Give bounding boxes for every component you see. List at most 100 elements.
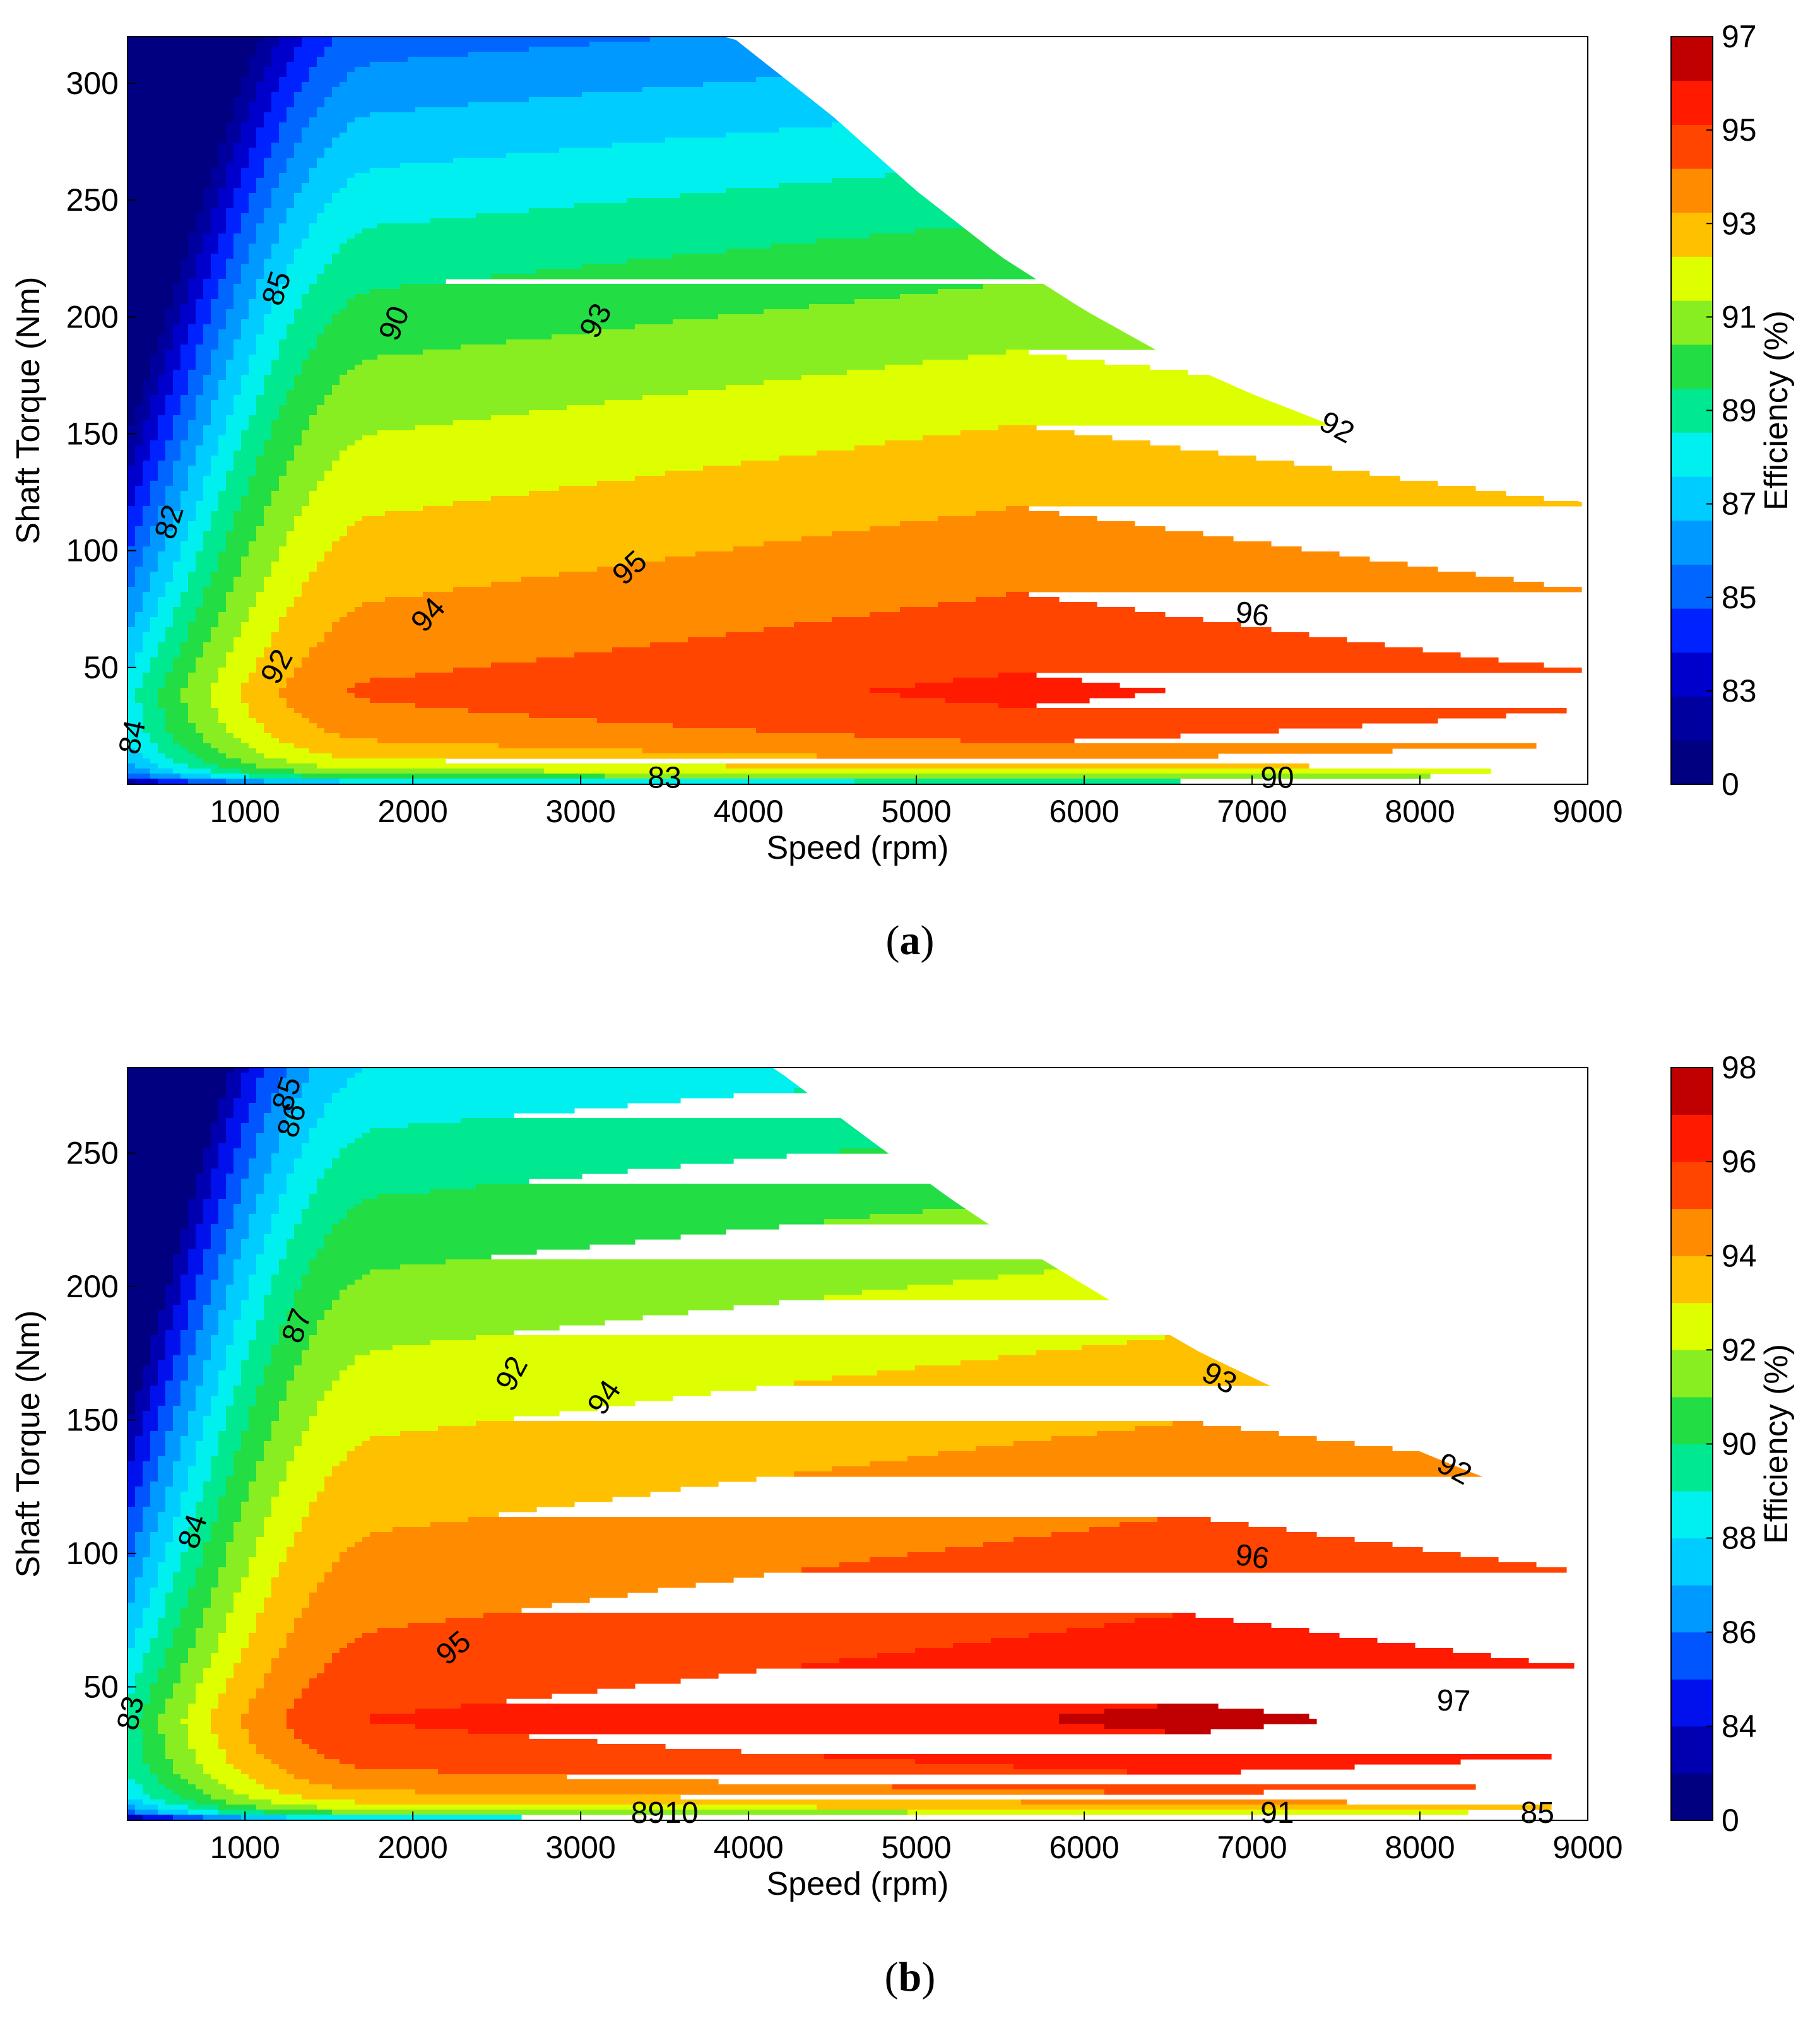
colorbar-segment xyxy=(1671,212,1713,257)
colorbar-segment xyxy=(1671,1068,1713,1116)
colorbar-segment xyxy=(1671,1444,1713,1492)
y-tick-label: 50 xyxy=(83,650,119,685)
colorbar-segment xyxy=(1671,256,1713,301)
colorbar-segment xyxy=(1671,388,1713,433)
colorbar-segment xyxy=(1671,37,1713,81)
colorbar-segment xyxy=(1671,1632,1713,1680)
contour-label: 8910 xyxy=(631,1796,699,1830)
colorbar-segment xyxy=(1671,1350,1713,1398)
x-tick-label: 7000 xyxy=(1217,794,1287,829)
y-tick-label: 150 xyxy=(66,416,119,452)
colorbar-tick-label: 86 xyxy=(1722,1615,1757,1650)
colorbar-segment xyxy=(1671,344,1713,389)
colorbar-segment xyxy=(1671,1773,1713,1821)
colorbar-tick-label: 96 xyxy=(1722,1144,1757,1179)
x-tick-label: 6000 xyxy=(1049,794,1119,829)
colorbar-tick-label: 87 xyxy=(1722,486,1757,522)
colorbar-segment xyxy=(1671,1679,1713,1727)
colorbar-segment xyxy=(1671,1302,1713,1350)
colorbar-segment xyxy=(1671,80,1713,125)
contour-label: 83 xyxy=(647,761,681,794)
contour-label: 83 xyxy=(111,1693,151,1733)
y-tick-label: 50 xyxy=(83,1669,119,1704)
colorbar-segment xyxy=(1671,608,1713,653)
colorbar-tick-label: 84 xyxy=(1722,1709,1757,1744)
panel-label: (b) xyxy=(885,1954,936,2000)
colorbar-segment xyxy=(1671,696,1713,741)
colorbar-segment xyxy=(1671,740,1713,785)
contour-label: 85 xyxy=(1521,1796,1554,1830)
x-tick-label: 8000 xyxy=(1385,1830,1455,1865)
x-tick-label: 3000 xyxy=(546,1830,616,1865)
x-tick-label: 8000 xyxy=(1385,794,1455,829)
x-tick-label: 3000 xyxy=(546,794,616,829)
colorbar-tick-label: 90 xyxy=(1722,1427,1757,1462)
colorbar: 0 83 85 87 89 91 93 95 97 Efficiency (%) xyxy=(1670,19,1795,802)
colorbar-segment xyxy=(1671,1538,1713,1586)
y-tick-label: 100 xyxy=(66,533,119,568)
y-axis-title: Shaft Torque (Nm) xyxy=(10,277,47,545)
contour-label: 90 xyxy=(1260,761,1294,794)
y-tick-label: 100 xyxy=(66,1536,119,1571)
contour-label: 84 xyxy=(112,717,152,757)
y-axis-title: Shaft Torque (Nm) xyxy=(10,1310,47,1578)
x-axis-title: Speed (rpm) xyxy=(767,1866,949,1902)
colorbar-segment xyxy=(1671,1208,1713,1256)
colorbar-tick-label: 89 xyxy=(1722,393,1757,428)
colorbar-segment xyxy=(1671,520,1713,565)
panel-label: (a) xyxy=(886,917,935,963)
colorbar-segment xyxy=(1671,1162,1713,1210)
colorbar-tick-label: 91 xyxy=(1722,299,1757,334)
x-tick-label: 4000 xyxy=(713,794,783,829)
colorbar-segment xyxy=(1671,652,1713,697)
colorbar-segment xyxy=(1671,168,1713,213)
chart-panel-a: 1000 2000 3000 4000 5000 6000 7000 8000 90005010… xyxy=(10,19,1795,963)
colorbar-segment xyxy=(1671,432,1713,477)
colorbar-segment xyxy=(1671,1256,1713,1304)
colorbar-segment xyxy=(1671,1396,1713,1444)
colorbar-segment xyxy=(1671,124,1713,169)
x-tick-label: 2000 xyxy=(378,1830,448,1865)
y-tick-label: 300 xyxy=(66,66,119,101)
colorbar-tick-label: 92 xyxy=(1722,1332,1757,1367)
y-tick-label: 200 xyxy=(66,1269,119,1304)
colorbar-segment xyxy=(1671,1726,1713,1774)
x-tick-label: 1000 xyxy=(210,794,280,829)
contour-label: 97 xyxy=(1436,1684,1471,1719)
x-tick-label: 2000 xyxy=(378,794,448,829)
y-tick-label: 150 xyxy=(66,1402,119,1437)
colorbar-tick-label: 0 xyxy=(1722,1803,1739,1838)
colorbar-segment xyxy=(1671,300,1713,345)
y-tick-label: 250 xyxy=(66,1135,119,1170)
colorbar-segment xyxy=(1671,564,1713,609)
colorbar-segment xyxy=(1671,1114,1713,1162)
colorbar-segment xyxy=(1671,1491,1713,1539)
plot-frame xyxy=(127,1067,1588,1821)
x-tick-label: 4000 xyxy=(713,1830,783,1865)
x-tick-label: 5000 xyxy=(881,794,951,829)
x-axis-title: Speed (rpm) xyxy=(767,830,949,866)
chart-panel-b: 1000 2000 3000 4000 5000 6000 7000 8000 90005010… xyxy=(10,1050,1795,2000)
contour-label: 96 xyxy=(1233,596,1271,633)
x-tick-label: 1000 xyxy=(210,1830,280,1865)
colorbar-tick-label: 93 xyxy=(1722,206,1757,241)
colorbar-tick-label: 83 xyxy=(1722,673,1757,709)
colorbar-segment xyxy=(1671,1585,1713,1633)
colorbar-tick-label: 95 xyxy=(1722,112,1757,148)
x-tick-label: 9000 xyxy=(1552,1830,1622,1865)
x-tick-label: 9000 xyxy=(1552,794,1622,829)
colorbar-segment xyxy=(1671,476,1713,521)
colorbar-title: Efficiency (%) xyxy=(1758,1344,1795,1544)
y-tick-label: 250 xyxy=(66,182,119,218)
contour-label: 96 xyxy=(1233,1538,1271,1576)
x-tick-label: 5000 xyxy=(881,1830,951,1865)
colorbar-tick-label: 85 xyxy=(1722,580,1757,615)
colorbar-tick-label: 97 xyxy=(1722,19,1757,54)
colorbar: 0 84 86 88 90 92 94 96 98 Efficiency (%) xyxy=(1670,1050,1795,1838)
x-tick-label: 7000 xyxy=(1217,1830,1287,1865)
plot-frame xyxy=(127,36,1588,785)
colorbar-tick-label: 98 xyxy=(1722,1050,1757,1085)
colorbar-tick-label: 0 xyxy=(1722,767,1739,802)
colorbar-title: Efficiency (%) xyxy=(1758,310,1795,510)
